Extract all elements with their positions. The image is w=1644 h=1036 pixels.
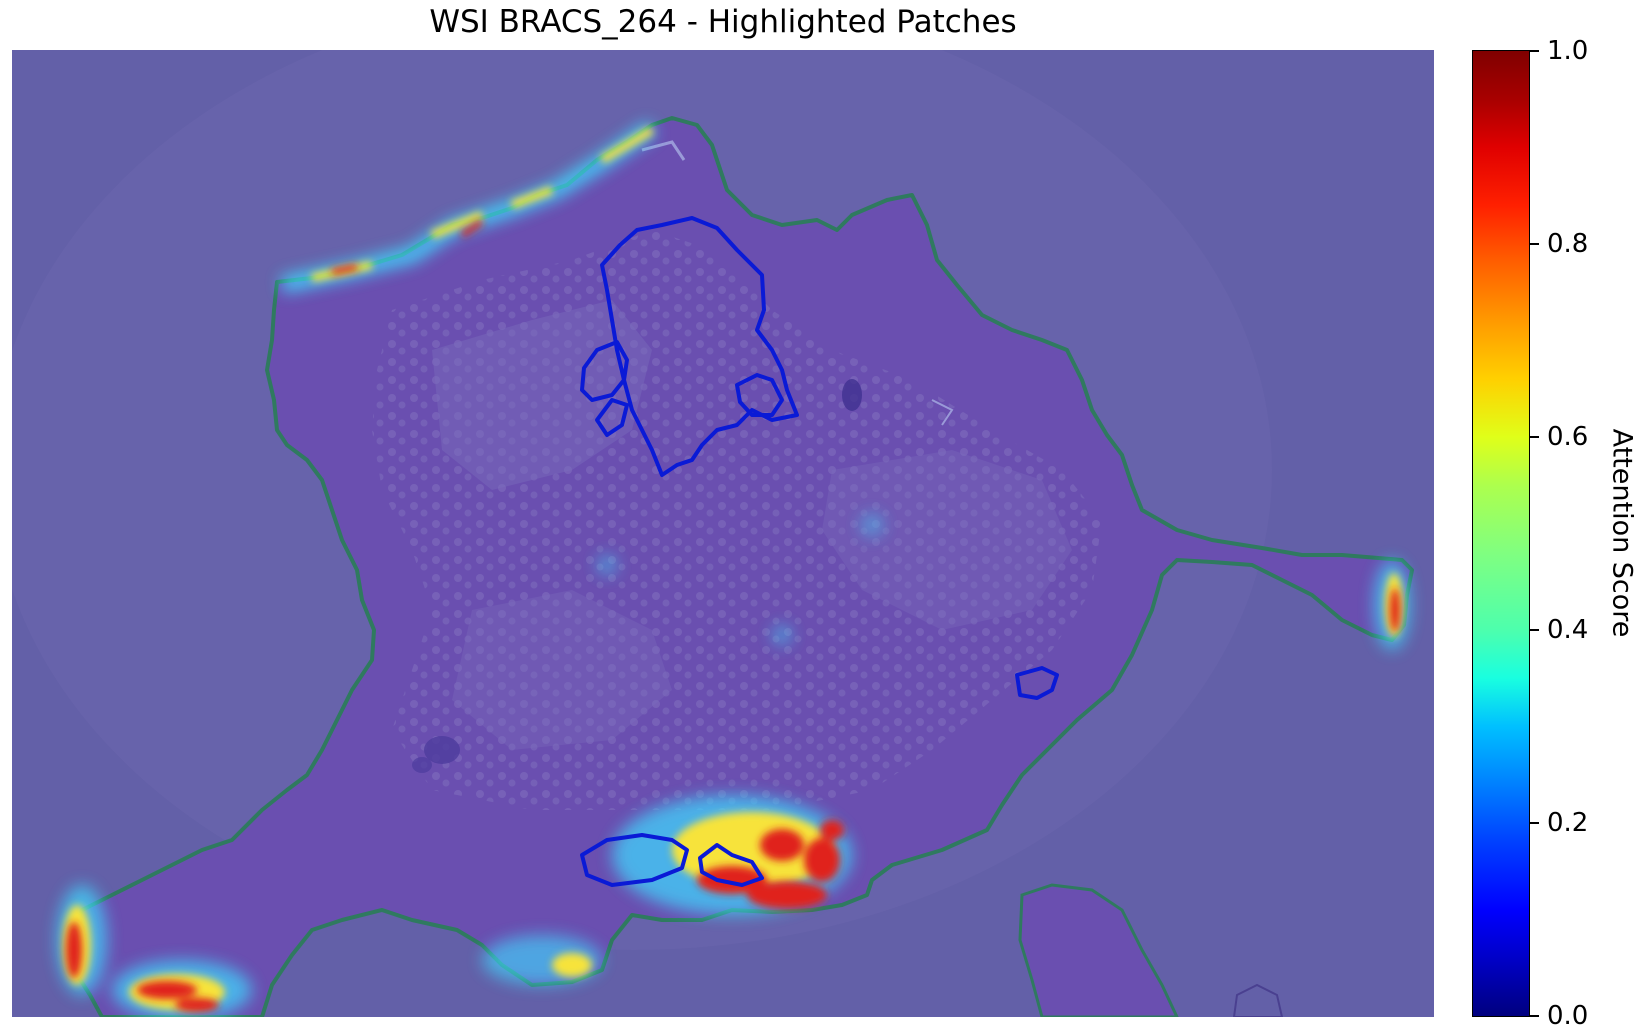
tissue-fragment <box>1018 883 1179 1017</box>
wsi-heatmap-image <box>12 50 1434 1017</box>
annotation-contours <box>580 216 1059 887</box>
colorbar-label: Attention Score <box>1606 428 1638 638</box>
colorbar <box>1472 50 1530 1017</box>
figure-title: WSI BRACS_264 - Highlighted Patches <box>429 4 1017 40</box>
